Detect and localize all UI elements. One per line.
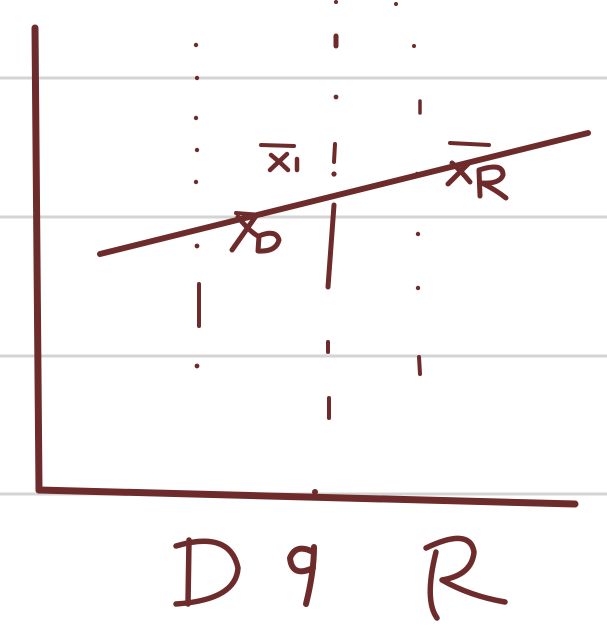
axis-label-D: D: [173, 537, 241, 607]
point-label-xbar-R: x̄R: [445, 141, 509, 201]
guide-line-R: [394, 2, 422, 376]
point-label-xbar-D: x̄D: [227, 211, 282, 261]
guide-line-D: [193, 42, 201, 369]
ruled-lines: [0, 76, 607, 496]
x-axis: [35, 486, 579, 508]
point-label-xbar-1: x̄1: [259, 143, 300, 173]
guide-line-q: [312, 0, 339, 495]
point-label-xbar-D-text: x̄D: [227, 221, 278, 261]
trend-line: [97, 130, 591, 257]
axis-label-q: q: [287, 544, 317, 607]
axis-label-R: R: [423, 535, 508, 621]
y-axis: [31, 24, 43, 494]
